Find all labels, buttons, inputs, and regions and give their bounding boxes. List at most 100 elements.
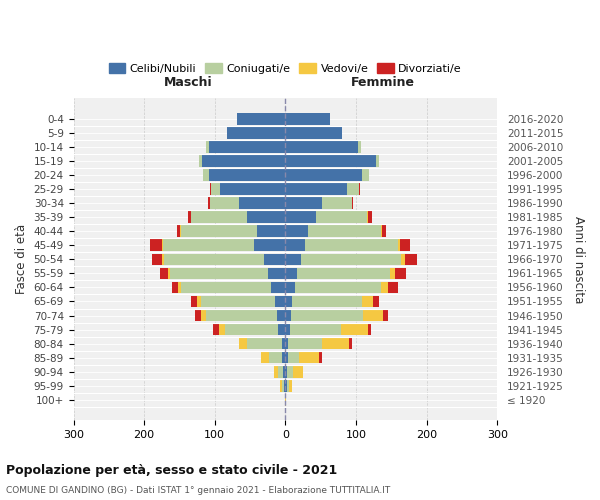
Bar [286, 310, 291, 322]
Bar [293, 366, 303, 378]
Bar [210, 198, 239, 209]
Bar [191, 296, 197, 307]
Bar [269, 352, 282, 364]
Legend: Celibi/Nubili, Coniugati/e, Vedovi/e, Divorziati/e: Celibi/Nubili, Coniugati/e, Vedovi/e, Di… [104, 59, 466, 78]
Bar [239, 198, 286, 209]
Bar [260, 352, 269, 364]
Bar [352, 198, 353, 209]
Bar [362, 169, 368, 180]
Bar [209, 169, 286, 180]
Bar [376, 155, 379, 166]
Bar [400, 240, 410, 251]
Bar [199, 155, 202, 166]
Bar [286, 324, 290, 336]
Bar [181, 226, 257, 237]
Bar [286, 296, 292, 307]
Bar [301, 254, 401, 265]
Bar [164, 254, 264, 265]
Bar [282, 352, 286, 364]
Text: Femmine: Femmine [351, 76, 415, 88]
Bar [380, 282, 388, 293]
Bar [226, 324, 278, 336]
Text: Popolazione per età, sesso e stato civile - 2021: Popolazione per età, sesso e stato civil… [6, 464, 337, 477]
Bar [295, 282, 380, 293]
Bar [275, 296, 286, 307]
Bar [219, 324, 226, 336]
Bar [163, 240, 254, 251]
Bar [367, 212, 368, 223]
Bar [341, 324, 368, 336]
Bar [209, 141, 286, 152]
Bar [305, 240, 398, 251]
Bar [286, 141, 358, 152]
Bar [286, 226, 308, 237]
Bar [278, 324, 286, 336]
Bar [181, 282, 271, 293]
Bar [398, 240, 400, 251]
Bar [206, 310, 277, 322]
Bar [322, 338, 349, 349]
Bar [363, 310, 383, 322]
Bar [373, 296, 379, 307]
Bar [247, 338, 282, 349]
Bar [162, 240, 163, 251]
Bar [299, 352, 319, 364]
Bar [191, 212, 247, 223]
Bar [286, 366, 287, 378]
Bar [291, 310, 363, 322]
Bar [319, 352, 322, 364]
Bar [227, 127, 286, 138]
Bar [362, 296, 373, 307]
Bar [316, 212, 367, 223]
Bar [286, 127, 342, 138]
Bar [214, 324, 219, 336]
Bar [264, 254, 286, 265]
Bar [162, 254, 164, 265]
Bar [160, 268, 168, 279]
Text: Maschi: Maschi [164, 76, 212, 88]
Bar [308, 226, 380, 237]
Bar [278, 366, 283, 378]
Bar [322, 198, 352, 209]
Bar [380, 226, 382, 237]
Bar [150, 240, 162, 251]
Bar [197, 296, 200, 307]
Bar [286, 198, 322, 209]
Bar [247, 212, 286, 223]
Bar [208, 198, 210, 209]
Bar [382, 226, 386, 237]
Bar [152, 254, 162, 265]
Bar [220, 184, 286, 195]
Bar [358, 141, 361, 152]
Bar [290, 324, 341, 336]
Bar [286, 212, 316, 223]
Bar [289, 380, 292, 392]
Bar [238, 113, 286, 124]
Bar [178, 282, 181, 293]
Bar [296, 268, 390, 279]
Bar [383, 310, 388, 322]
Bar [195, 310, 202, 322]
Bar [200, 296, 275, 307]
Bar [188, 212, 191, 223]
Bar [286, 113, 330, 124]
Bar [170, 268, 268, 279]
Bar [239, 338, 247, 349]
Y-axis label: Fasce di età: Fasce di età [15, 224, 28, 294]
Y-axis label: Anni di nascita: Anni di nascita [572, 216, 585, 303]
Bar [180, 226, 181, 237]
Bar [349, 338, 352, 349]
Bar [286, 254, 301, 265]
Bar [286, 282, 295, 293]
Bar [277, 310, 286, 322]
Bar [211, 184, 220, 195]
Bar [210, 184, 211, 195]
Bar [176, 226, 180, 237]
Bar [404, 254, 416, 265]
Bar [347, 184, 359, 195]
Bar [202, 310, 206, 322]
Bar [271, 282, 286, 293]
Bar [288, 338, 322, 349]
Bar [274, 366, 278, 378]
Bar [268, 268, 286, 279]
